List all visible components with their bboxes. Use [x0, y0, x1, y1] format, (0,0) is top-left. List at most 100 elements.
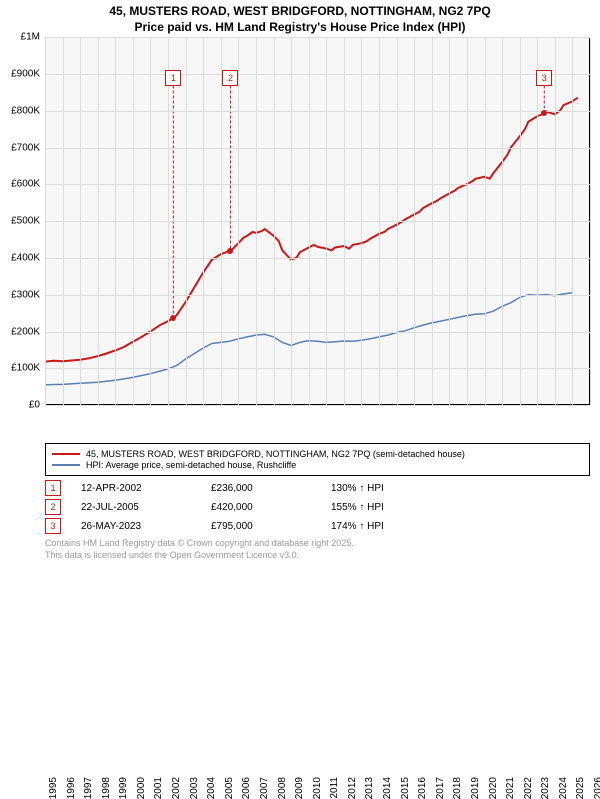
gridline-v — [309, 37, 310, 405]
legend-label-property: 45, MUSTERS ROAD, WEST BRIDGFORD, NOTTIN… — [86, 449, 465, 459]
gridline-v — [485, 37, 486, 405]
gridline-v — [133, 37, 134, 405]
gridline-h — [45, 221, 590, 222]
gridline-v — [150, 37, 151, 405]
sales-row: 2 22-JUL-2005 £420,000 155% ↑ HPI — [45, 499, 590, 515]
y-tick-label: £800K — [0, 105, 40, 116]
x-tick-label: 2012 — [347, 777, 358, 799]
chart-marker-box: 2 — [222, 70, 238, 86]
x-tick-label: 2017 — [435, 777, 446, 799]
gridline-h — [45, 111, 590, 112]
gridline-h — [45, 74, 590, 75]
legend-box: 45, MUSTERS ROAD, WEST BRIDGFORD, NOTTIN… — [45, 443, 590, 476]
footer-line-2: This data is licensed under the Open Gov… — [45, 550, 590, 562]
gridline-v — [555, 37, 556, 405]
sales-row: 3 26-MAY-2023 £795,000 174% ↑ HPI — [45, 518, 590, 534]
y-tick-label: £100K — [0, 363, 40, 374]
x-tick-label: 1998 — [101, 777, 112, 799]
gridline-h — [45, 368, 590, 369]
sales-price: £420,000 — [211, 502, 311, 513]
gridline-v — [572, 37, 573, 405]
gridline-v — [80, 37, 81, 405]
x-tick-label: 2014 — [382, 777, 393, 799]
chart-marker-dot — [227, 248, 233, 254]
y-tick-label: £900K — [0, 68, 40, 79]
sales-table: 1 12-APR-2002 £236,000 130% ↑ HPI 2 22-J… — [45, 480, 590, 534]
chart-marker-dot — [170, 315, 176, 321]
y-tick-label: £300K — [0, 289, 40, 300]
gridline-h — [45, 332, 590, 333]
x-axis-labels: 1995199619971998199920002001200220032004… — [45, 405, 590, 441]
sales-hpi: 174% ↑ HPI — [331, 521, 441, 532]
gridline-h — [45, 148, 590, 149]
footer-line-1: Contains HM Land Registry data © Crown c… — [45, 538, 590, 550]
x-tick-label: 2005 — [224, 777, 235, 799]
gridline-v — [63, 37, 64, 405]
sales-marker-1: 1 — [45, 480, 61, 496]
gridline-v — [414, 37, 415, 405]
title-line-2: Price paid vs. HM Land Registry's House … — [0, 20, 600, 36]
x-tick-label: 2021 — [505, 777, 516, 799]
sales-price: £236,000 — [211, 483, 311, 494]
x-tick-label: 2010 — [312, 777, 323, 799]
gridline-v — [291, 37, 292, 405]
x-tick-label: 2020 — [488, 777, 499, 799]
x-tick-label: 2018 — [452, 777, 463, 799]
x-tick-label: 2008 — [277, 777, 288, 799]
x-tick-label: 2000 — [136, 777, 147, 799]
y-tick-label: £400K — [0, 252, 40, 263]
x-tick-label: 2013 — [364, 777, 375, 799]
x-tick-label: 1995 — [48, 777, 59, 799]
gridline-v — [502, 37, 503, 405]
gridline-v — [238, 37, 239, 405]
chart-plot-area: £0£100K£200K£300K£400K£500K£600K£700K£80… — [45, 37, 590, 405]
gridline-v — [326, 37, 327, 405]
sales-date: 12-APR-2002 — [81, 483, 191, 494]
gridline-v — [449, 37, 450, 405]
x-tick-label: 2025 — [575, 777, 586, 799]
gridline-v — [379, 37, 380, 405]
x-tick-label: 2023 — [540, 777, 551, 799]
gridline-v — [45, 37, 46, 405]
x-tick-label: 2016 — [417, 777, 428, 799]
gridline-v — [467, 37, 468, 405]
legend-label-hpi: HPI: Average price, semi-detached house,… — [86, 460, 296, 470]
gridline-v — [168, 37, 169, 405]
sales-price: £795,000 — [211, 521, 311, 532]
y-tick-label: £200K — [0, 326, 40, 337]
sales-hpi: 155% ↑ HPI — [331, 502, 441, 513]
gridline-v — [397, 37, 398, 405]
sales-marker-2: 2 — [45, 499, 61, 515]
chart-marker-dot — [541, 110, 547, 116]
gridline-v — [590, 37, 591, 405]
gridline-v — [361, 37, 362, 405]
gridline-v — [98, 37, 99, 405]
gridline-v — [537, 37, 538, 405]
x-tick-label: 2001 — [153, 777, 164, 799]
gridline-h — [45, 37, 590, 38]
y-tick-label: £600K — [0, 179, 40, 190]
page-root: 45, MUSTERS ROAD, WEST BRIDGFORD, NOTTIN… — [0, 0, 600, 590]
y-tick-label: £500K — [0, 216, 40, 227]
x-tick-label: 2003 — [189, 777, 200, 799]
chart-title-block: 45, MUSTERS ROAD, WEST BRIDGFORD, NOTTIN… — [0, 0, 600, 37]
x-tick-label: 2015 — [400, 777, 411, 799]
footer-attribution: Contains HM Land Registry data © Crown c… — [45, 538, 590, 561]
legend-row-hpi: HPI: Average price, semi-detached house,… — [52, 460, 583, 470]
x-tick-label: 2026 — [593, 777, 600, 799]
gridline-h — [45, 184, 590, 185]
gridline-v — [344, 37, 345, 405]
x-tick-label: 1999 — [118, 777, 129, 799]
gridline-v — [203, 37, 204, 405]
x-tick-label: 1997 — [83, 777, 94, 799]
gridline-v — [274, 37, 275, 405]
gridline-h — [45, 295, 590, 296]
x-tick-label: 2006 — [241, 777, 252, 799]
sales-date: 22-JUL-2005 — [81, 502, 191, 513]
x-tick-label: 2024 — [558, 777, 569, 799]
legend-swatch-property — [52, 453, 80, 455]
series-line-property — [45, 98, 578, 362]
x-tick-label: 1996 — [66, 777, 77, 799]
x-tick-label: 2007 — [259, 777, 270, 799]
gridline-v — [115, 37, 116, 405]
